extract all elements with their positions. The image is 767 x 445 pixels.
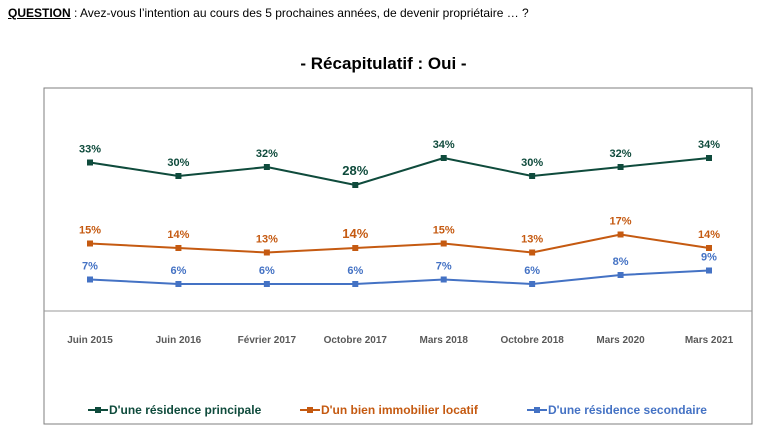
data-point: [529, 249, 536, 256]
data-label: 9%: [701, 252, 717, 264]
data-point: [706, 267, 712, 274]
data-point: [87, 276, 93, 283]
data-label: 30%: [521, 157, 543, 169]
x-tick-label: Mars 2020: [596, 335, 645, 346]
data-point: [263, 164, 270, 170]
data-point: [706, 245, 712, 251]
series-0: 33% 30% 32% 28% 34% 30% 32% 34%: [79, 139, 720, 188]
data-label: 34%: [433, 139, 455, 151]
data-point: [175, 281, 182, 287]
series-line: [89, 157, 710, 186]
data-point: [440, 276, 447, 283]
x-tick-label: Mars 2018: [420, 335, 469, 346]
data-point: [529, 281, 536, 287]
series-line: [89, 233, 710, 254]
data-label: 14%: [342, 226, 368, 241]
data-label: 13%: [521, 234, 543, 246]
data-label: 15%: [79, 225, 101, 237]
data-point: [617, 164, 624, 170]
data-point: [175, 245, 182, 251]
legend-item-0: D'une résidence principale: [88, 403, 262, 417]
series-line: [89, 269, 710, 285]
data-label: 6%: [347, 265, 363, 277]
data-label: 6%: [170, 265, 186, 277]
data-label: 28%: [342, 163, 368, 178]
data-point: [440, 240, 447, 247]
x-tick-label: Février 2017: [238, 335, 297, 346]
data-label: 7%: [436, 261, 452, 273]
x-axis: Juin 2015 Juin 2016 Février 2017 Octobre 20…: [67, 335, 733, 346]
data-point: [440, 155, 447, 161]
question-label: QUESTION: [8, 6, 71, 20]
legend-label: D'une résidence principale: [109, 403, 262, 417]
series-2: 7% 6% 6% 6% 7% 6% 8% 9%: [82, 252, 717, 287]
data-label: 14%: [167, 229, 189, 241]
legend-item-2: D'une résidence secondaire: [527, 403, 707, 417]
data-point: [352, 245, 359, 251]
question-body: : Avez-vous l’intention au cours des 5 p…: [70, 6, 529, 20]
plot-frame: [43, 87, 753, 425]
data-point: [175, 173, 182, 179]
data-point: [352, 182, 359, 188]
data-label: 6%: [524, 265, 540, 277]
data-point: [352, 281, 359, 287]
data-label: 34%: [698, 139, 720, 151]
legend-label: D'une résidence secondaire: [548, 403, 707, 417]
data-point: [617, 231, 624, 238]
data-label: 14%: [698, 229, 720, 241]
data-point: [87, 240, 93, 247]
x-tick-label: Mars 2021: [685, 335, 734, 346]
data-point: [263, 249, 270, 256]
data-label: 32%: [256, 148, 278, 160]
x-tick-label: Octobre 2017: [324, 335, 388, 346]
series-1: 15% 14% 13% 14% 15% 13% 17% 14%: [79, 216, 720, 256]
data-label: 33%: [79, 144, 101, 156]
data-label: 13%: [256, 234, 278, 246]
legend: D'une résidence principale D'un bien immo…: [88, 403, 707, 417]
legend-swatch-marker: [95, 407, 101, 413]
data-label: 8%: [613, 256, 629, 268]
x-tick-label: Juin 2015: [67, 335, 113, 346]
data-label: 17%: [610, 216, 632, 228]
data-label: 6%: [259, 265, 275, 277]
data-point: [87, 159, 93, 166]
legend-swatch-marker: [307, 407, 313, 413]
data-point: [529, 173, 536, 179]
data-point: [617, 272, 624, 278]
series-layer: 33%30%32%28%34%30%32%34%15% 14% 13% 14% 15%1…: [79, 139, 720, 287]
x-tick-label: Octobre 2018: [500, 335, 564, 346]
data-point: [706, 155, 712, 161]
chart-title: - Récapitulatif : Oui -: [300, 54, 467, 73]
legend-swatch-marker: [534, 407, 540, 413]
data-point: [263, 281, 270, 287]
data-label: 15%: [433, 225, 455, 237]
x-tick-label: Juin 2016: [156, 335, 202, 346]
data-label: 7%: [82, 261, 98, 273]
question-text: QUESTION : Avez-vous l’intention au cour…: [8, 6, 529, 20]
legend-item-1: D'un bien immobilier locatif: [300, 403, 479, 417]
data-label: 32%: [610, 148, 632, 160]
data-label: 30%: [167, 157, 189, 169]
legend-label: D'un bien immobilier locatif: [321, 403, 479, 417]
